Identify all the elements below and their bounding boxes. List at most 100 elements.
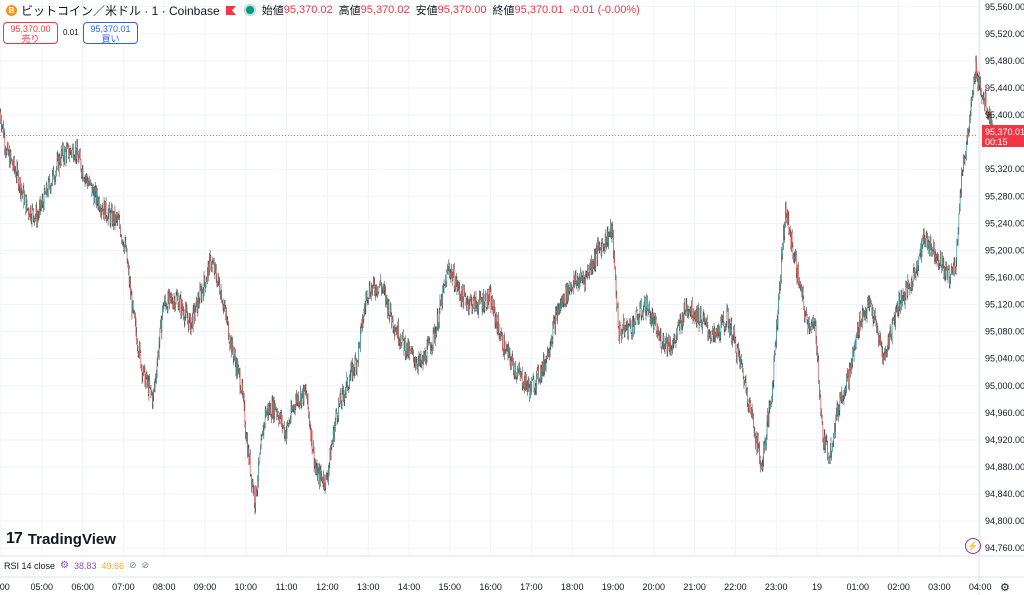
candle-up — [835, 414, 837, 433]
time-axis[interactable]: 4:0005:0006:0007:0008:0009:0010:0011:001… — [0, 582, 991, 592]
candle-up — [679, 319, 681, 330]
candle-down — [392, 316, 394, 328]
candle-up — [534, 385, 536, 391]
candle-up — [110, 211, 112, 224]
candle-down — [570, 288, 571, 290]
candle-down — [249, 455, 251, 475]
candle-down — [522, 386, 524, 388]
candle-up — [626, 320, 628, 329]
candle-down — [816, 338, 817, 350]
chart-settings-icon[interactable]: ⚙ — [1000, 582, 1010, 594]
candle-down — [870, 303, 872, 304]
candle-down — [71, 151, 72, 155]
candle-up — [887, 337, 889, 349]
candle-up — [732, 334, 734, 342]
candle-down — [13, 158, 15, 169]
indicator-settings-icon[interactable]: ⚙ — [60, 560, 69, 571]
candle-up — [414, 362, 416, 364]
candle-up — [648, 304, 650, 315]
price-axis[interactable]: 94,760.0094,800.0094,840.0094,880.0094,9… — [985, 2, 1024, 553]
candle-up — [487, 290, 488, 309]
buy-button[interactable]: 95,370.01 買い — [83, 22, 138, 44]
candle-down — [802, 290, 804, 298]
candle-up — [746, 389, 747, 393]
candle-up — [836, 404, 838, 421]
candle-up — [550, 344, 552, 347]
candle-up — [504, 353, 506, 354]
candle-down — [135, 317, 136, 322]
candle-up — [277, 413, 278, 415]
candle-up — [491, 299, 492, 310]
candle-down — [859, 313, 861, 326]
candle-down — [857, 327, 859, 335]
candle-up — [323, 475, 324, 485]
candle-up — [199, 288, 201, 304]
candle-down — [521, 372, 523, 387]
candle-down — [888, 337, 890, 348]
candle-up — [613, 252, 615, 257]
sell-price: 95,370.00 — [10, 24, 51, 34]
candle-up — [892, 318, 894, 323]
candle-up — [364, 307, 366, 310]
candle-down — [836, 414, 837, 421]
candle-up — [19, 179, 21, 187]
candle-up — [815, 324, 816, 325]
candle-down — [216, 279, 218, 286]
candle-down — [928, 241, 930, 246]
candle-up — [585, 272, 587, 274]
candle-down — [309, 414, 310, 424]
candle-down — [827, 457, 829, 459]
candle-down — [101, 209, 103, 211]
candle-up — [676, 326, 678, 334]
sell-button[interactable]: 95,370.00 売り — [3, 22, 58, 44]
candle-up — [776, 319, 777, 343]
candle-down — [743, 377, 745, 385]
candle-up — [883, 355, 884, 360]
candle-down — [707, 327, 709, 335]
candle-up — [247, 448, 249, 456]
candle-up — [683, 303, 685, 319]
candle-up — [92, 186, 93, 194]
candle-down — [404, 339, 406, 356]
candle-down — [215, 265, 216, 270]
candle-down — [351, 363, 353, 379]
candle-up — [361, 319, 363, 325]
candle-up — [965, 144, 967, 155]
close-value: 95,370.01 — [514, 4, 564, 16]
symbol-title[interactable]: ビットコイン／米ドル · 1 · Coinbase — [21, 3, 220, 18]
candle-up — [902, 296, 903, 306]
candle-down — [564, 294, 565, 305]
lightning-icon[interactable]: ⚡ — [965, 538, 981, 554]
candle-up — [279, 412, 281, 417]
candle-down — [660, 334, 662, 348]
candle-down — [230, 338, 232, 353]
candle-up — [292, 408, 293, 412]
candle-down — [876, 326, 877, 328]
remove-icon[interactable]: ⊘ — [141, 560, 150, 570]
candle-down — [911, 279, 913, 288]
rsi-legend[interactable]: RSI 14 close ⚙ 38.83 49.66 ⊘ ⊘ — [4, 560, 149, 571]
candle-down — [490, 291, 492, 310]
market-status-icon[interactable] — [243, 4, 256, 16]
tradingview-logo[interactable]: 17 TradingView — [6, 530, 116, 548]
candle-down — [509, 351, 511, 361]
candle-up — [857, 327, 858, 338]
candle-up — [351, 363, 352, 367]
candle-down — [504, 339, 505, 354]
candle-down — [200, 289, 202, 300]
candle-down — [714, 329, 715, 337]
candle-down — [302, 388, 304, 402]
flag-icon[interactable] — [225, 5, 236, 15]
candle-up — [711, 333, 713, 341]
candle-down — [203, 290, 204, 296]
candle-up — [712, 328, 713, 334]
candle-down — [758, 444, 760, 448]
candle-up — [598, 245, 600, 248]
candle-up — [260, 448, 261, 454]
candle-up — [438, 310, 440, 324]
candle-down — [336, 411, 337, 414]
hide-icon[interactable]: ⊘ — [129, 560, 137, 570]
candle-down — [986, 111, 987, 115]
candle-down — [788, 218, 790, 234]
